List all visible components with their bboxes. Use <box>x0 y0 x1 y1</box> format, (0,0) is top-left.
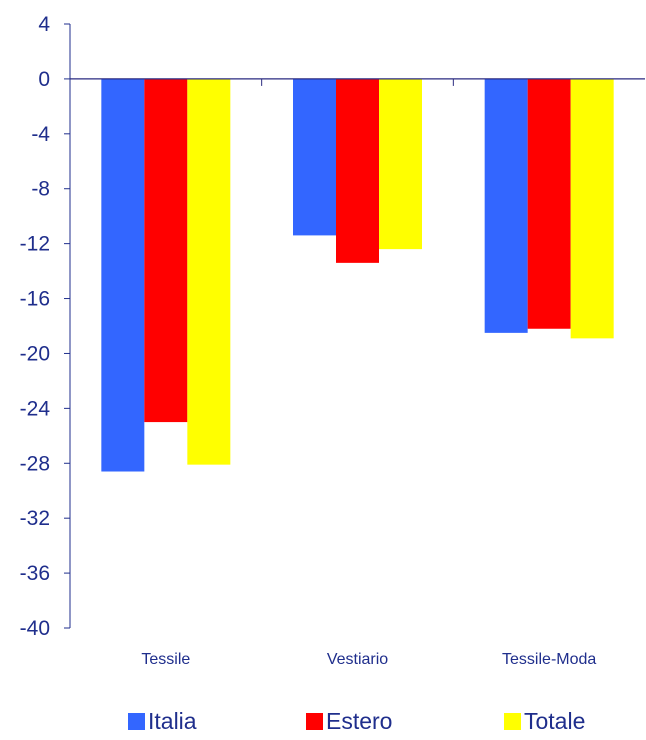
legend-label-totale: Totale <box>524 708 585 734</box>
y-tick-label: -40 <box>20 617 50 640</box>
bar-totale <box>379 78 422 250</box>
y-axis: 4 0 -4 -8 -12 -16 -20 -24 -28 -32 -36 -40 <box>20 13 71 640</box>
y-tick-label: 4 <box>38 13 50 36</box>
legend: Italia Estero Totale <box>128 708 585 734</box>
bar-italia <box>101 78 145 472</box>
legend-swatch-italia <box>128 713 145 730</box>
y-tick-label: -12 <box>20 233 50 256</box>
y-tick-label: -16 <box>20 288 50 311</box>
bar-estero <box>527 78 571 329</box>
category-label: Tessile-Moda <box>502 651 596 668</box>
y-tick-label: -4 <box>31 123 50 146</box>
bar-estero <box>336 78 379 263</box>
y-tick-label: -32 <box>20 507 50 530</box>
category-label: Vestiario <box>327 651 388 668</box>
legend-label-estero: Estero <box>326 708 392 734</box>
bar-italia <box>484 78 528 333</box>
legend-swatch-totale <box>504 713 521 730</box>
category-label: Tessile <box>141 651 190 668</box>
bar-totale <box>187 78 231 465</box>
y-tick-label: -28 <box>20 452 50 475</box>
y-tick-label: -20 <box>20 342 50 365</box>
y-tick-label: -24 <box>20 397 51 420</box>
bar-estero <box>144 78 188 423</box>
y-tick-label: -36 <box>20 562 50 585</box>
x-axis: Tessile Vestiario Tessile-Moda <box>70 78 645 668</box>
y-tick-label: 0 <box>38 68 50 91</box>
bar-totale <box>570 78 614 339</box>
plot-area <box>101 78 614 472</box>
bar-italia <box>293 78 336 236</box>
legend-label-italia: Italia <box>148 708 197 734</box>
legend-swatch-estero <box>306 713 323 730</box>
y-tick-label: -8 <box>31 178 50 201</box>
